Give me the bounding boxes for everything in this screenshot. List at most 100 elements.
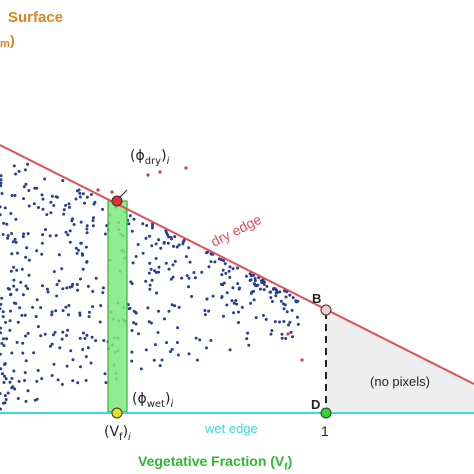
scatter-point: [0, 213, 2, 217]
scatter-point: [188, 260, 192, 264]
scatter-point: [2, 337, 5, 341]
scatter-point: [2, 381, 6, 384]
scatter-point: [0, 307, 2, 311]
vf-band: [107, 200, 128, 413]
scatter-point: [15, 340, 19, 344]
scatter-point: [291, 296, 295, 300]
scatter-point: [85, 227, 89, 231]
scatter-point: [32, 351, 36, 355]
scatter-point: [67, 313, 70, 317]
scatter-point: [147, 271, 151, 275]
scatter-point: [85, 260, 89, 264]
scatter-point: [26, 162, 30, 166]
scatter-point: [61, 330, 65, 334]
scatter-points: [0, 162, 304, 411]
scatter-point: [2, 221, 6, 225]
scatter-point: [209, 339, 213, 342]
scatter-point: [53, 330, 57, 334]
scatter-point: [36, 325, 40, 329]
scatter-point: [58, 346, 62, 350]
scatter-point: [99, 304, 103, 308]
scatter-point: [171, 263, 175, 267]
scatter-point: [175, 245, 179, 249]
scatter-point: [157, 270, 161, 274]
scatter-point: [170, 303, 174, 307]
scatter-point: [258, 287, 262, 291]
scatter-point: [129, 280, 133, 284]
scatter-point: [193, 276, 197, 280]
scatter-point: [177, 305, 181, 309]
scatter-point-outlier: [286, 332, 290, 336]
scatter-point: [41, 197, 45, 201]
scatter-point: [87, 315, 91, 319]
scatter-point: [103, 372, 107, 376]
scatter-point: [131, 261, 135, 265]
scatter-point: [78, 313, 82, 317]
scatter-point: [237, 321, 240, 324]
scatter-point: [284, 295, 288, 299]
scatter-point: [224, 271, 228, 275]
scatter-point: [270, 300, 274, 303]
scatter-point: [278, 320, 281, 324]
scatter-point: [77, 188, 81, 192]
scatter-point: [81, 253, 85, 257]
scatter-point: [101, 286, 105, 290]
scatter-point: [49, 211, 53, 215]
scatter-point: [180, 276, 184, 280]
scatter-point: [137, 332, 141, 336]
scatter-point: [24, 284, 28, 288]
scatter-point: [27, 204, 31, 208]
scatter-point: [55, 195, 59, 199]
scatter-point: [40, 377, 44, 381]
scatter-point: [222, 314, 225, 318]
scatter-point: [81, 192, 85, 196]
scatter-point: [21, 341, 25, 345]
scatter-point: [64, 203, 68, 207]
scatter-point: [45, 213, 49, 217]
scatter-point: [0, 331, 2, 335]
scatter-point: [128, 306, 132, 310]
scatter-point: [4, 398, 8, 401]
scatter-point: [1, 401, 5, 405]
scatter-point: [16, 251, 19, 255]
scatter-point: [253, 279, 257, 283]
scatter-point: [280, 336, 284, 340]
scatter-point: [134, 311, 138, 314]
scatter-point: [0, 392, 2, 396]
scatter-point: [157, 265, 161, 269]
scatter-point: [65, 364, 69, 368]
scatter-point: [9, 309, 12, 313]
scatter-point: [24, 359, 28, 363]
scatter-point: [240, 305, 244, 309]
scatter-point: [272, 286, 276, 290]
scatter-point: [165, 341, 168, 345]
x-axis-title: Vegetative Fraction (Vf): [138, 453, 292, 473]
scatter-point: [283, 303, 287, 307]
scatter-point: [283, 289, 286, 293]
scatter-point: [1, 233, 5, 236]
scatter-point: [66, 233, 70, 237]
scatter-point: [5, 222, 9, 226]
scatter-point: [75, 283, 79, 286]
scatter-point: [130, 350, 134, 354]
scatter-point: [46, 290, 50, 294]
scatter-point: [155, 291, 159, 295]
scatter-point: [0, 342, 4, 345]
scatter-point: [26, 232, 30, 236]
scatter-point: [20, 313, 24, 317]
scatter-point: [0, 296, 4, 300]
scatter-point: [225, 303, 229, 307]
scatter-point: [15, 288, 19, 292]
scatter-point: [228, 348, 232, 352]
scatter-point: [101, 207, 104, 211]
scatter-point: [33, 398, 37, 402]
scatter-point: [128, 214, 132, 218]
scatter-point: [27, 273, 31, 277]
scatter-point: [6, 236, 10, 240]
scatter-point: [16, 320, 20, 324]
scatter-point: [67, 202, 71, 206]
scatter-point: [195, 358, 199, 362]
scatter-point: [21, 235, 25, 239]
scatter-point: [70, 219, 74, 223]
scatter-point: [296, 299, 300, 303]
